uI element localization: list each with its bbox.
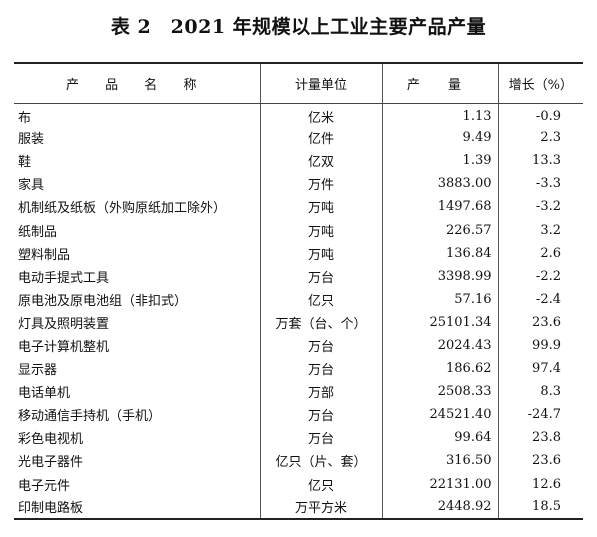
quantity-cell: 2448.92 (381, 495, 498, 520)
growth-cell: 97.4 (497, 357, 583, 381)
product-name-cell: 鞋 (18, 155, 32, 171)
growth-cell: 2.6 (497, 241, 583, 265)
product-name-cell: 服装 (18, 132, 45, 148)
table-row: 灯具及照明装置 万套（台、个） 25101.34 23.6 (14, 310, 583, 334)
quantity-cell: 9.49 (381, 126, 498, 150)
header-unit: 计量单位 (259, 62, 382, 104)
product-name-cell: 机制纸及纸板（外购原纸加工除外） (18, 201, 227, 217)
quantity-cell: 25101.34 (381, 310, 498, 334)
growth-cell: -3.2 (497, 195, 583, 219)
unit-cell: 亿只（片、套） (259, 449, 382, 473)
unit-cell: 万件 (259, 172, 382, 196)
header-product-name: 产 品 名 称 (14, 62, 260, 104)
quantity-cell: 1.39 (381, 149, 498, 173)
unit-cell: 亿只 (259, 472, 382, 496)
table-row: 布 亿米 1.13 -0.9 (14, 103, 583, 127)
quantity-cell: 1497.68 (381, 195, 498, 219)
product-name-cell: 光电子器件 (18, 455, 84, 471)
table-title: 表 2 2021 年规模以上工业主要产品产量 (110, 16, 487, 38)
unit-cell: 亿只 (259, 287, 382, 311)
product-name-cell: 显示器 (18, 363, 58, 379)
table-row: 彩色电视机 万台 99.64 23.8 (14, 426, 583, 450)
growth-cell: -0.9 (497, 103, 583, 127)
table-row: 纸制品 万吨 226.57 3.2 (14, 218, 583, 242)
table-row: 鞋 亿双 1.39 13.3 (14, 149, 583, 173)
table-row: 电动手提式工具 万台 3398.99 -2.2 (14, 264, 583, 288)
table-row: 电子计算机整机 万台 2024.43 99.9 (14, 333, 583, 358)
quantity-cell: 24521.40 (381, 403, 498, 427)
unit-cell: 万吨 (259, 218, 382, 242)
table-row: 移动通信手持机（手机） 万台 24521.40 -24.7 (14, 403, 583, 427)
growth-cell: 12.6 (497, 472, 583, 496)
unit-cell: 万台 (259, 264, 382, 288)
unit-cell: 亿米 (259, 103, 382, 127)
unit-cell: 万台 (259, 333, 382, 358)
header-growth: 增长（%） (497, 62, 583, 104)
table-row: 电子元件 亿只 22131.00 12.6 (14, 472, 583, 496)
quantity-cell: 99.64 (381, 426, 498, 450)
unit-cell: 万吨 (259, 195, 382, 219)
unit-cell: 亿件 (259, 126, 382, 150)
quantity-cell: 3398.99 (381, 264, 498, 288)
table-row: 原电池及原电池组（非扣式） 亿只 57.16 -2.4 (14, 287, 583, 311)
product-name-cell: 电话单机 (18, 386, 71, 402)
product-name-cell: 原电池及原电池组（非扣式） (18, 293, 188, 309)
growth-cell: -2.2 (497, 264, 583, 288)
growth-cell: 23.6 (497, 310, 583, 334)
unit-cell: 万套（台、个） (259, 310, 382, 334)
table-header-row: 产 品 名 称 计量单位 产 量 增长（%） (14, 62, 583, 104)
header-quantity: 产 量 (381, 62, 498, 104)
quantity-cell: 2508.33 (381, 380, 498, 404)
table-row: 服装 亿件 9.49 2.3 (14, 126, 583, 150)
product-name-cell: 彩色电视机 (18, 432, 84, 448)
quantity-cell: 2024.43 (381, 333, 498, 358)
growth-cell: 2.3 (497, 126, 583, 150)
product-name-cell: 电动手提式工具 (18, 270, 110, 286)
unit-cell: 万吨 (259, 241, 382, 265)
growth-cell: -2.4 (497, 287, 583, 311)
quantity-cell: 22131.00 (381, 472, 498, 496)
quantity-cell: 316.50 (381, 449, 498, 473)
product-name-cell: 纸制品 (18, 224, 58, 240)
unit-cell: 万平方米 (259, 495, 382, 520)
growth-cell: 8.3 (497, 380, 583, 404)
quantity-cell: 186.62 (381, 357, 498, 381)
product-name-cell: 移动通信手持机（手机） (18, 409, 162, 425)
unit-cell: 万部 (259, 380, 382, 404)
table-row: 家具 万件 3883.00 -3.3 (14, 172, 583, 196)
product-output-table: 产 品 名 称 计量单位 产 量 增长（%） 布 亿米 1.13 -0.9 服装… (14, 62, 583, 520)
product-name-cell: 家具 (18, 178, 45, 194)
quantity-cell: 226.57 (381, 218, 498, 242)
table-row: 塑料制品 万吨 136.84 2.6 (14, 241, 583, 265)
growth-cell: 18.5 (497, 495, 583, 520)
product-name-cell: 电子元件 (18, 478, 71, 494)
table-row: 印制电路板 万平方米 2448.92 18.5 (14, 495, 583, 520)
product-name-cell: 塑料制品 (18, 247, 71, 263)
quantity-cell: 3883.00 (381, 172, 498, 196)
growth-cell: 3.2 (497, 218, 583, 242)
unit-cell: 万台 (259, 357, 382, 381)
table-row: 电话单机 万部 2508.33 8.3 (14, 380, 583, 404)
growth-cell: 23.8 (497, 426, 583, 450)
quantity-cell: 136.84 (381, 241, 498, 265)
growth-cell: -24.7 (497, 403, 583, 427)
product-name-cell: 布 (18, 110, 32, 126)
unit-cell: 万台 (259, 426, 382, 450)
growth-cell: 99.9 (497, 333, 583, 358)
quantity-cell: 1.13 (381, 103, 498, 127)
growth-cell: 13.3 (497, 149, 583, 173)
unit-cell: 亿双 (259, 149, 382, 173)
product-name-cell: 灯具及照明装置 (18, 316, 110, 332)
product-name-cell: 印制电路板 (14, 495, 260, 520)
growth-cell: 23.6 (497, 449, 583, 473)
table-row: 机制纸及纸板（外购原纸加工除外） 万吨 1497.68 -3.2 (14, 195, 583, 219)
unit-cell: 万台 (259, 403, 382, 427)
product-name-cell: 电子计算机整机 (18, 339, 110, 355)
table-row: 光电子器件 亿只（片、套） 316.50 23.6 (14, 449, 583, 473)
growth-cell: -3.3 (497, 172, 583, 196)
quantity-cell: 57.16 (381, 287, 498, 311)
table-row: 显示器 万台 186.62 97.4 (14, 357, 583, 381)
